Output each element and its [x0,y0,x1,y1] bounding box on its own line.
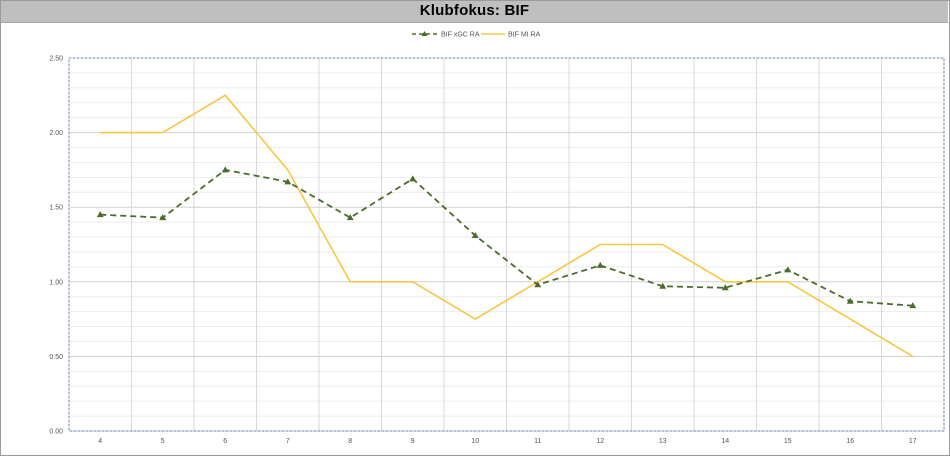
data-point-marker [596,261,604,268]
x-tick-label: 9 [411,438,415,445]
x-tick-label: 10 [471,438,479,445]
data-point-marker [534,281,542,288]
series-line-xgc-ra [100,168,913,307]
series-layer [96,94,917,358]
legend-marker-xgc-ra [421,31,428,36]
data-point-marker [846,297,854,304]
y-tick-label: 1.50 [49,205,63,212]
chart-title: Klubfokus: BIF [419,2,530,19]
y-tick-label: 2.00 [49,130,63,137]
x-tick-label: 17 [909,438,917,445]
data-point-marker [159,214,167,221]
data-point-marker [221,166,229,173]
y-tick-label: 1.00 [49,279,63,286]
x-tick-label: 16 [846,438,854,445]
y-tick-label: 2.50 [49,56,63,63]
data-point-marker [346,214,354,221]
plot-border [68,57,945,432]
x-tick-label: 15 [784,438,792,445]
x-tick-label: 14 [721,438,729,445]
data-point-marker [721,284,729,291]
y-axis-ticks: 0.00 0.50 1.00 1.50 2.00 2.50 [49,56,63,436]
data-point-marker [659,282,667,289]
y-tick-label: 0.50 [49,354,63,361]
x-tick-label: 4 [98,438,102,445]
x-tick-label: 7 [286,438,290,445]
x-tick-label: 13 [659,438,667,445]
data-point-marker [284,178,292,185]
plot-area-border [68,57,945,432]
legend-label-xgc-ra: BIF xGC RA [441,32,480,39]
x-tick-label: 12 [596,438,604,445]
data-point-marker [471,232,479,239]
x-axis-ticks: 4 5 6 7 8 9 10 11 12 13 14 15 16 17 [98,438,916,445]
legend-label-mi-ra: BIF MI RA [508,32,541,39]
data-point-marker [909,302,917,309]
x-tick-label: 8 [348,438,352,445]
y-tick-label: 0.00 [49,429,63,436]
series-line-mi-ra [100,94,914,358]
title-bar: Klubfokus: BIF [1,1,948,23]
x-tick-label: 11 [534,438,541,445]
x-tick-label: 5 [161,438,165,445]
data-point-marker [96,211,104,218]
legend: BIF xGC RA BIF MI RA [412,31,541,39]
grid [68,57,945,432]
data-point-marker [784,266,792,273]
x-tick-label: 6 [223,438,227,445]
data-point-marker [409,175,417,182]
